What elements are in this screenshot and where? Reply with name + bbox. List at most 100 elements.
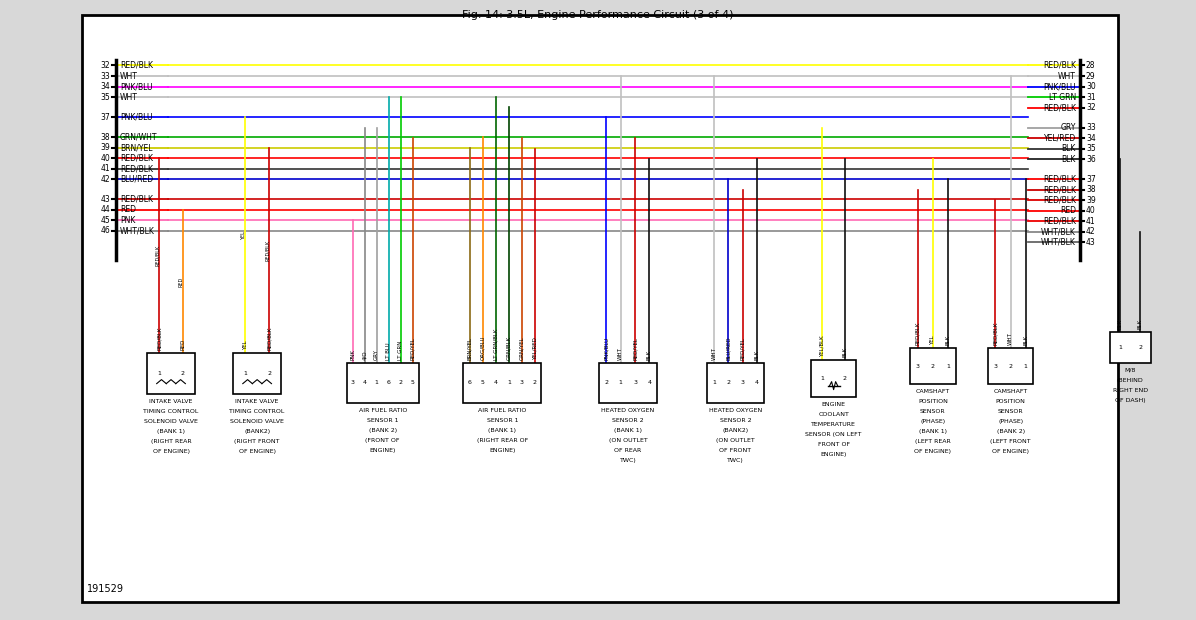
Text: 30: 30	[1086, 82, 1096, 91]
Text: (BEHIND: (BEHIND	[1117, 378, 1143, 383]
Text: BLU/RED: BLU/RED	[726, 336, 731, 360]
Text: 3: 3	[740, 380, 745, 386]
Text: 3: 3	[994, 364, 997, 369]
Text: 5: 5	[410, 380, 415, 386]
Text: 36: 36	[1086, 155, 1096, 164]
Text: 42: 42	[100, 175, 110, 184]
Text: BRN/YEL: BRN/YEL	[120, 143, 153, 152]
Text: TWC): TWC)	[620, 458, 636, 463]
Text: HEATED OXYGEN: HEATED OXYGEN	[709, 408, 762, 413]
Text: 4: 4	[494, 380, 498, 386]
Text: (LEFT REAR: (LEFT REAR	[915, 440, 951, 445]
Text: TIMING CONTROL: TIMING CONTROL	[144, 409, 199, 414]
Text: SENSOR (ON LEFT: SENSOR (ON LEFT	[805, 432, 862, 437]
Text: RED: RED	[1060, 206, 1076, 215]
Text: FRONT OF: FRONT OF	[818, 442, 849, 447]
Text: 1: 1	[712, 380, 716, 386]
Text: 32: 32	[100, 61, 110, 69]
Text: WHT/BLK: WHT/BLK	[1042, 238, 1076, 247]
Text: ENGINE): ENGINE)	[489, 448, 515, 453]
Text: SENSOR 2: SENSOR 2	[612, 418, 643, 423]
Text: 38: 38	[1086, 185, 1096, 194]
Text: 41: 41	[100, 164, 110, 173]
Text: WHT: WHT	[1008, 332, 1013, 345]
Text: 34: 34	[100, 82, 110, 91]
Text: AIR FUEL RATIO: AIR FUEL RATIO	[359, 408, 407, 413]
Text: 42: 42	[1086, 228, 1096, 236]
Text: TIMING CONTROL: TIMING CONTROL	[230, 409, 285, 414]
Text: 2: 2	[1008, 364, 1013, 369]
Text: 191529: 191529	[87, 584, 124, 594]
Bar	[599, 363, 657, 403]
Text: (BANK 1): (BANK 1)	[919, 430, 947, 435]
Text: 29: 29	[1086, 72, 1096, 81]
Bar	[910, 348, 956, 384]
Text: RED/BLK: RED/BLK	[154, 245, 159, 267]
Text: (BANK 1): (BANK 1)	[157, 428, 185, 434]
Text: 35: 35	[100, 93, 110, 102]
Text: YEL/RED: YEL/RED	[1044, 134, 1076, 143]
Text: WHT: WHT	[712, 347, 716, 360]
Text: (BANK2): (BANK2)	[722, 428, 749, 433]
Text: 1: 1	[1118, 345, 1122, 350]
Text: 3: 3	[350, 380, 355, 386]
Text: 41: 41	[1086, 217, 1096, 226]
Text: OF ENGINE): OF ENGINE)	[239, 449, 275, 454]
Text: RED/BLK: RED/BLK	[1043, 217, 1076, 226]
Text: TEMPERATURE: TEMPERATURE	[811, 422, 856, 427]
Text: (RIGHT FRONT: (RIGHT FRONT	[234, 439, 280, 444]
Text: 40: 40	[100, 154, 110, 162]
Text: OF ENGINE): OF ENGINE)	[915, 450, 951, 454]
Text: YEL/RED: YEL/RED	[532, 337, 537, 360]
Text: 1: 1	[820, 376, 824, 381]
Text: 2: 2	[843, 376, 847, 381]
Text: (PHASE): (PHASE)	[997, 419, 1024, 425]
Text: 1: 1	[507, 380, 511, 386]
Text: 1: 1	[1024, 364, 1027, 369]
Text: WHT/BLK: WHT/BLK	[120, 226, 154, 235]
Text: PNK: PNK	[120, 216, 135, 224]
Text: ENGINE): ENGINE)	[820, 452, 847, 457]
Text: 44: 44	[100, 205, 110, 214]
Text: 4/O: 4/O	[362, 350, 367, 360]
Text: LT GRN: LT GRN	[1049, 93, 1076, 102]
Text: RED/YEL: RED/YEL	[740, 337, 745, 360]
Text: OF ENGINE): OF ENGINE)	[153, 449, 189, 454]
Text: BLK: BLK	[1137, 319, 1143, 329]
Text: SOLENOID VALVE: SOLENOID VALVE	[144, 418, 199, 423]
Text: (RIGHT REAR OF: (RIGHT REAR OF	[477, 438, 527, 443]
Text: 2: 2	[930, 364, 935, 369]
Text: RIGHT END: RIGHT END	[1112, 388, 1148, 392]
Text: SENSOR 2: SENSOR 2	[720, 418, 751, 423]
Text: RED/BLK: RED/BLK	[264, 240, 269, 261]
Text: OF REAR: OF REAR	[615, 448, 641, 453]
Text: 37: 37	[1086, 175, 1096, 184]
Text: RED/BLK: RED/BLK	[120, 164, 153, 173]
Bar	[83, 15, 1118, 602]
Text: 33: 33	[1086, 123, 1096, 132]
Text: PNK/BLU: PNK/BLU	[120, 113, 153, 122]
Text: PNK/BLU: PNK/BLU	[120, 82, 153, 91]
Text: 2: 2	[604, 380, 609, 386]
Text: LT GRN/BLK: LT GRN/BLK	[493, 329, 499, 360]
Text: 38: 38	[100, 133, 110, 141]
Text: 3: 3	[633, 380, 637, 386]
Text: (BANK2): (BANK2)	[244, 428, 270, 434]
Text: CAMSHAFT: CAMSHAFT	[994, 389, 1027, 394]
Text: (ON OUTLET: (ON OUTLET	[716, 438, 755, 443]
Text: OF ENGINE): OF ENGINE)	[993, 450, 1029, 454]
Text: (BANK 2): (BANK 2)	[996, 430, 1025, 435]
Text: 3: 3	[916, 364, 920, 369]
Text: GRN/WHT: GRN/WHT	[120, 133, 158, 141]
Text: LT BLU: LT BLU	[386, 342, 391, 360]
Text: (FRONT OF: (FRONT OF	[366, 438, 399, 443]
Text: WHT: WHT	[120, 93, 138, 102]
Text: TWC): TWC)	[727, 458, 744, 463]
Text: 4: 4	[755, 380, 759, 386]
Text: POSITION: POSITION	[919, 399, 947, 404]
Text: WHT/BLK: WHT/BLK	[1042, 228, 1076, 236]
Text: 43: 43	[100, 195, 110, 203]
Text: 1: 1	[243, 371, 248, 376]
Text: ENGINE: ENGINE	[822, 402, 846, 407]
Bar	[1110, 332, 1151, 363]
